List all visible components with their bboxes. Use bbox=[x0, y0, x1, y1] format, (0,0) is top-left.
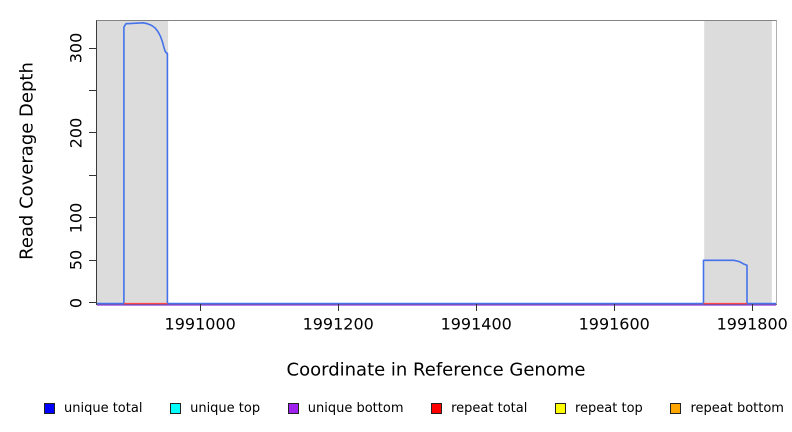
legend-swatch-icon bbox=[431, 402, 443, 414]
legend-item-unique-total: unique total bbox=[44, 401, 142, 416]
x-tick-label: 1991000 bbox=[164, 314, 236, 334]
x-axis-title: Coordinate in Reference Genome bbox=[286, 359, 586, 381]
legend-label: repeat total bbox=[451, 400, 528, 416]
x-tick bbox=[337, 304, 339, 311]
legend-swatch-icon bbox=[555, 402, 566, 414]
x-tick-label: 1991800 bbox=[716, 314, 788, 334]
y-tick bbox=[89, 90, 96, 91]
x-tick bbox=[751, 304, 753, 311]
legend-swatch-icon bbox=[170, 402, 182, 414]
x-tick bbox=[475, 304, 477, 311]
legend-swatch-icon bbox=[287, 402, 299, 414]
legend: unique total unique top unique bottom repea… bbox=[44, 397, 784, 419]
x-tick-label: 1991400 bbox=[440, 314, 512, 334]
series-unique-total bbox=[97, 21, 776, 305]
y-tick-label: 300 bbox=[66, 32, 86, 64]
x-tick-label: 1991200 bbox=[302, 314, 374, 334]
legend-item-repeat-total: repeat total bbox=[431, 401, 527, 416]
y-axis-title: Read Coverage Depth bbox=[16, 62, 38, 260]
y-tick bbox=[89, 47, 96, 49]
legend-swatch-icon bbox=[44, 402, 55, 414]
legend-item-unique-bottom: unique bottom bbox=[287, 400, 404, 416]
x-tick bbox=[613, 304, 615, 311]
y-tick bbox=[89, 259, 96, 261]
legend-label: unique total bbox=[64, 400, 143, 416]
legend-label: unique bottom bbox=[307, 400, 404, 416]
legend-item-unique-top: unique top bbox=[170, 401, 260, 416]
legend-item-repeat-bottom: repeat bottom bbox=[670, 401, 784, 416]
legend-label: repeat bottom bbox=[690, 400, 784, 416]
y-tick-label: 50 bbox=[66, 249, 86, 271]
shaded-region bbox=[97, 21, 169, 304]
plot-area bbox=[96, 20, 777, 306]
shaded-region bbox=[704, 21, 772, 304]
y-tick bbox=[89, 132, 96, 134]
legend-item-repeat-top: repeat top bbox=[555, 401, 643, 416]
legend-label: unique top bbox=[190, 400, 261, 416]
y-tick-label: 100 bbox=[66, 202, 86, 233]
y-tick-label: 0 bbox=[66, 297, 86, 308]
legend-label: repeat top bbox=[575, 400, 643, 416]
legend-swatch-icon bbox=[670, 402, 682, 414]
x-tick bbox=[199, 304, 201, 311]
coverage-plot-canvas bbox=[97, 21, 776, 306]
y-tick bbox=[89, 302, 96, 303]
x-tick-label: 1991600 bbox=[578, 314, 650, 334]
y-tick bbox=[89, 174, 96, 176]
y-tick-label: 200 bbox=[66, 117, 86, 149]
y-tick bbox=[89, 217, 96, 219]
